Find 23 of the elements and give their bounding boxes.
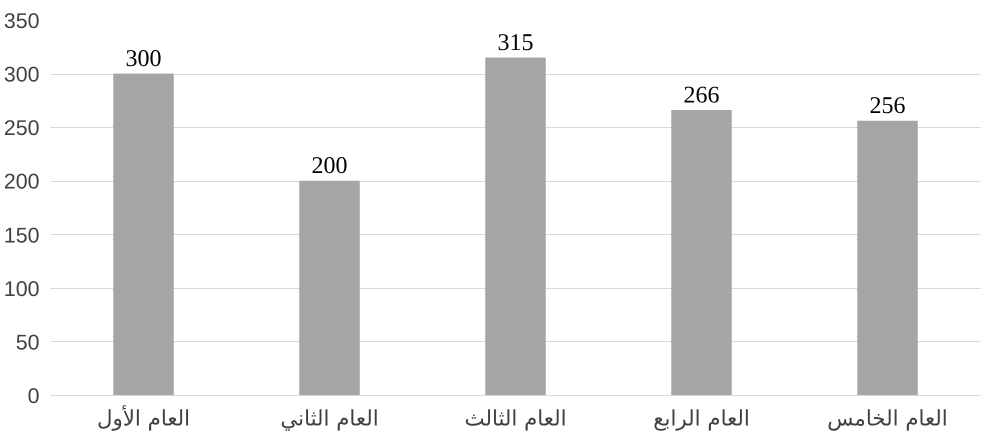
y-tick-label: 300 [4,62,40,87]
x-tick-label: العام الخامس [827,406,948,432]
bar [857,120,918,396]
bar [299,180,360,396]
bar [671,110,732,396]
x-tick-label: العام الثالث [464,406,566,432]
data-label: 256 [870,93,906,120]
bar [485,58,546,396]
y-tick-label: 250 [4,116,40,140]
data-label: 315 [498,30,534,56]
data-label: 200 [312,153,348,180]
data-label: 300 [126,46,162,72]
y-tick-label: 200 [4,170,40,194]
data-label: 266 [684,82,720,108]
y-tick-label: 150 [4,223,40,248]
y-tick-label: 350 [4,9,40,33]
x-tick-label: العام الرابع [653,406,750,432]
y-tick-label: 50 [16,330,40,354]
y-tick-label: 100 [4,276,40,301]
y-tick-label: 0 [28,384,40,408]
bar [113,74,174,396]
x-tick-label: العام الأول [96,404,190,432]
x-tick-label: العام الثاني [280,406,379,432]
